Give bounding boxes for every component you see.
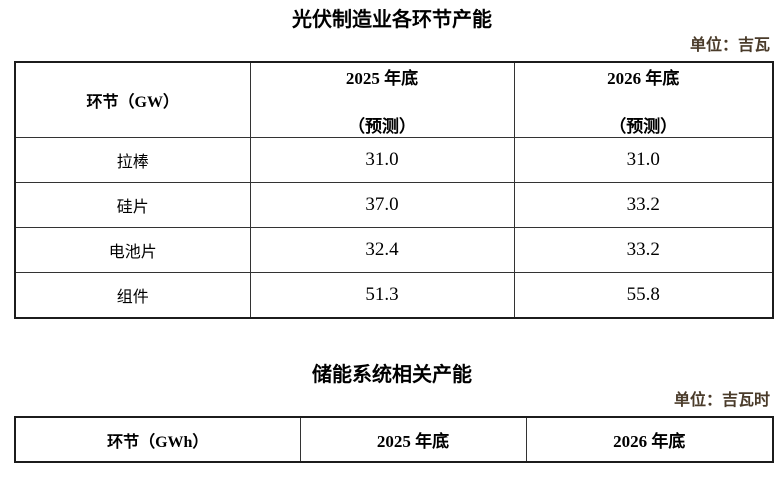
storage-segment-header-cell: 环节（GWh） — [14, 416, 301, 463]
value-2026-cell: 55.8 — [513, 272, 774, 319]
pv-capacity-table: 环节（GW） 2025 年底 （预测） 2026 年底 （预测） 拉棒 31.0… — [14, 61, 774, 319]
pv-unit-label: 单位：吉瓦 — [689, 37, 770, 54]
storage-unit-label: 单位：吉瓦时 — [673, 392, 770, 409]
pv-table-title: 光伏制造业各环节产能 — [292, 9, 492, 31]
pv-year-2025-forecast-label: （预测） — [348, 117, 416, 136]
pv-year-2026-forecast-label: （预测） — [609, 117, 678, 136]
value-2026-cell: 33.2 — [513, 227, 774, 273]
pv-year-2025-header-cell: 2025 年底 （预测） — [249, 61, 515, 138]
storage-year-2025-header-cell: 2025 年底 — [299, 416, 527, 463]
value-2025-cell: 37.0 — [249, 182, 515, 228]
pv-year-2025-label: 2025 年底 — [345, 69, 419, 88]
table-row: 拉棒 31.0 31.0 — [14, 137, 774, 183]
document-page: 光伏制造业各环节产能 单位：吉瓦 环节（GW） 2025 年底 （预测） 202… — [14, 9, 774, 463]
pv-header-row: 环节（GW） 2025 年底 （预测） 2026 年底 （预测） — [14, 61, 774, 138]
pv-year-2026-header-cell: 2026 年底 （预测） — [513, 61, 774, 138]
value-2025-cell: 31.0 — [249, 137, 515, 183]
table-row: 组件 51.3 55.8 — [14, 272, 774, 319]
table-row: 硅片 37.0 33.2 — [14, 182, 774, 228]
value-2025-cell: 51.3 — [249, 272, 515, 319]
value-2026-cell: 33.2 — [513, 182, 774, 228]
row-label-cell: 组件 — [14, 272, 251, 319]
table-row: 电池片 32.4 33.2 — [14, 227, 774, 273]
storage-header-row: 环节（GWh） 2025 年底 2026 年底 — [14, 416, 774, 463]
value-2026-cell: 31.0 — [513, 137, 774, 183]
storage-year-2026-header-cell: 2026 年底 — [525, 416, 774, 463]
pv-segment-header-cell: 环节（GW） — [14, 61, 251, 138]
pv-year-2026-label: 2026 年底 — [607, 69, 680, 88]
row-label-cell: 硅片 — [14, 182, 251, 228]
storage-capacity-table: 环节（GWh） 2025 年底 2026 年底 — [14, 416, 774, 463]
storage-table-title: 储能系统相关产能 — [312, 364, 472, 386]
row-label-cell: 电池片 — [14, 227, 251, 273]
row-label-cell: 拉棒 — [14, 137, 251, 183]
value-2025-cell: 32.4 — [249, 227, 515, 273]
